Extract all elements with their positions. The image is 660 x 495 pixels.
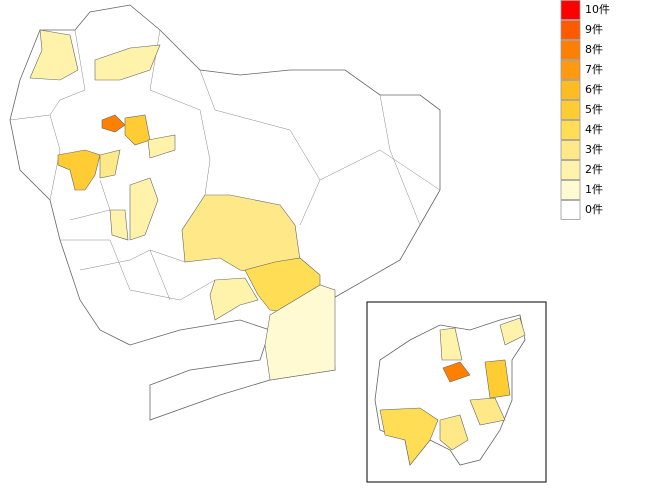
region [57, 149, 101, 191]
legend-swatch [560, 100, 581, 120]
legend-swatch [560, 0, 581, 20]
region [99, 149, 121, 179]
region [442, 361, 471, 383]
legend-label: 6件 [585, 83, 603, 96]
legend: 10件 9件 8件 7件 6件 5件 4件 3件 2件 1件 0件 [560, 0, 610, 220]
legend-label: 4件 [585, 123, 603, 136]
municipal-borders [9, 29, 441, 301]
legend-label: 10件 [585, 3, 610, 16]
region [147, 134, 176, 159]
legend-label: 1件 [585, 183, 603, 196]
legend-label: 5件 [585, 103, 603, 116]
legend-swatch [560, 60, 581, 80]
region [101, 114, 126, 133]
region [379, 407, 439, 466]
region [484, 359, 511, 399]
legend-label: 9件 [585, 23, 603, 36]
legend-label: 0件 [585, 203, 603, 216]
legend-label: 2件 [585, 163, 603, 176]
legend-label: 8件 [585, 43, 603, 56]
legend-swatch [560, 120, 581, 140]
regions [29, 29, 526, 466]
region [209, 277, 259, 321]
legend-swatch [560, 140, 581, 160]
legend-swatch [560, 20, 581, 40]
region [439, 414, 469, 451]
region [129, 177, 159, 241]
region [94, 44, 161, 81]
legend-label: 7件 [585, 63, 603, 76]
region [499, 317, 526, 346]
region [469, 397, 506, 426]
legend-swatch [560, 40, 581, 60]
region [264, 284, 336, 381]
region [124, 114, 151, 146]
legend-swatch [560, 80, 581, 100]
region [109, 209, 129, 241]
region [29, 29, 79, 81]
region [439, 327, 463, 361]
legend-swatch [560, 160, 581, 180]
legend-swatch [560, 200, 581, 220]
legend-label: 3件 [585, 143, 603, 156]
legend-swatch [560, 180, 581, 200]
